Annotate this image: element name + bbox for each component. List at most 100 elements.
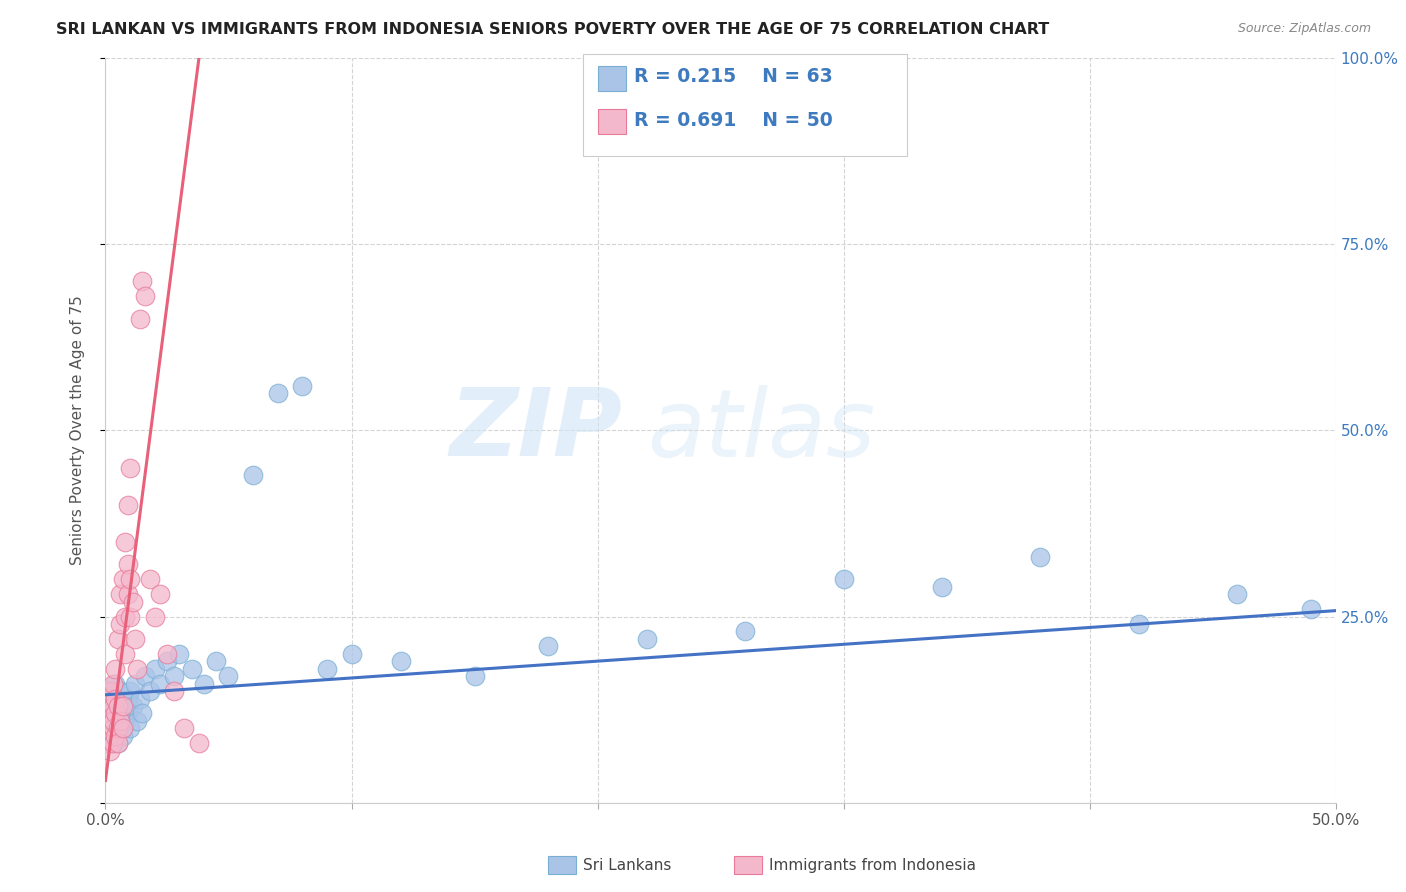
Point: [114, 535, 136, 549]
Text: SRI LANKAN VS IMMIGRANTS FROM INDONESIA SENIORS POVERTY OVER THE AGE OF 75 CORRE: SRI LANKAN VS IMMIGRANTS FROM INDONESIA …: [56, 22, 1049, 37]
Point: [101, 698, 124, 713]
Point: [537, 640, 560, 654]
Point: [107, 736, 129, 750]
Point: [121, 698, 143, 713]
Point: [120, 609, 141, 624]
Point: [134, 289, 156, 303]
Point: [107, 736, 129, 750]
Point: [104, 729, 127, 743]
Point: [98, 729, 122, 743]
Point: [104, 676, 127, 690]
Point: [149, 676, 172, 690]
Point: [114, 698, 136, 713]
Point: [120, 721, 141, 735]
Point: [98, 684, 122, 698]
Point: [101, 714, 124, 728]
Point: [107, 698, 129, 713]
Point: [340, 647, 363, 661]
Point: [931, 580, 953, 594]
Point: [120, 573, 141, 587]
Point: [97, 698, 120, 713]
Point: [832, 573, 855, 587]
Point: [188, 736, 211, 750]
Point: [98, 714, 122, 728]
Point: [138, 684, 162, 698]
Point: [124, 632, 146, 646]
Point: [1301, 602, 1323, 616]
Point: [124, 676, 146, 690]
Point: [111, 573, 134, 587]
Point: [97, 721, 120, 735]
Point: [117, 587, 139, 601]
Point: [101, 721, 124, 735]
Point: [110, 698, 132, 713]
Point: [107, 721, 129, 735]
Point: [389, 654, 412, 668]
Point: [636, 632, 658, 646]
Point: [97, 691, 120, 706]
Point: [98, 729, 122, 743]
Point: [114, 647, 136, 661]
Point: [163, 669, 186, 683]
Point: [156, 654, 179, 668]
Point: [117, 498, 139, 512]
Point: [218, 669, 240, 683]
Point: [117, 691, 139, 706]
Point: [107, 691, 129, 706]
Point: [120, 684, 141, 698]
Point: [143, 662, 166, 676]
Text: ZIP: ZIP: [450, 384, 621, 476]
Point: [110, 714, 132, 728]
Text: Source: ZipAtlas.com: Source: ZipAtlas.com: [1237, 22, 1371, 36]
Point: [110, 684, 132, 698]
Point: [114, 714, 136, 728]
Point: [97, 706, 120, 721]
Point: [242, 468, 264, 483]
Point: [120, 460, 141, 475]
Point: [104, 698, 127, 713]
Text: R = 0.215    N = 63: R = 0.215 N = 63: [634, 67, 832, 87]
Point: [101, 706, 124, 721]
Point: [291, 378, 314, 392]
Point: [131, 706, 153, 721]
Text: Immigrants from Indonesia: Immigrants from Indonesia: [769, 858, 976, 872]
Point: [104, 714, 127, 728]
Point: [129, 691, 152, 706]
Point: [117, 558, 139, 572]
Point: [131, 275, 153, 289]
Point: [267, 386, 290, 401]
Point: [101, 676, 124, 690]
Y-axis label: Seniors Poverty Over the Age of 75: Seniors Poverty Over the Age of 75: [70, 295, 84, 566]
Point: [107, 706, 129, 721]
Point: [1029, 549, 1052, 564]
Point: [315, 662, 337, 676]
Point: [173, 721, 195, 735]
Point: [127, 662, 149, 676]
Point: [104, 662, 127, 676]
Point: [107, 721, 129, 735]
Point: [121, 595, 143, 609]
Point: [143, 609, 166, 624]
Point: [156, 647, 179, 661]
Point: [107, 632, 129, 646]
Point: [101, 691, 124, 706]
Point: [104, 706, 127, 721]
Point: [98, 744, 122, 758]
Point: [134, 669, 156, 683]
Text: Sri Lankans: Sri Lankans: [583, 858, 672, 872]
Point: [193, 676, 215, 690]
Point: [111, 706, 134, 721]
Point: [1128, 617, 1150, 632]
Point: [149, 587, 172, 601]
Point: [138, 573, 162, 587]
Point: [1226, 587, 1249, 601]
Point: [98, 698, 122, 713]
Point: [114, 609, 136, 624]
Point: [104, 691, 127, 706]
Point: [205, 654, 228, 668]
Point: [169, 647, 191, 661]
Point: [101, 736, 124, 750]
Point: [101, 721, 124, 735]
Point: [111, 729, 134, 743]
Point: [129, 311, 152, 326]
